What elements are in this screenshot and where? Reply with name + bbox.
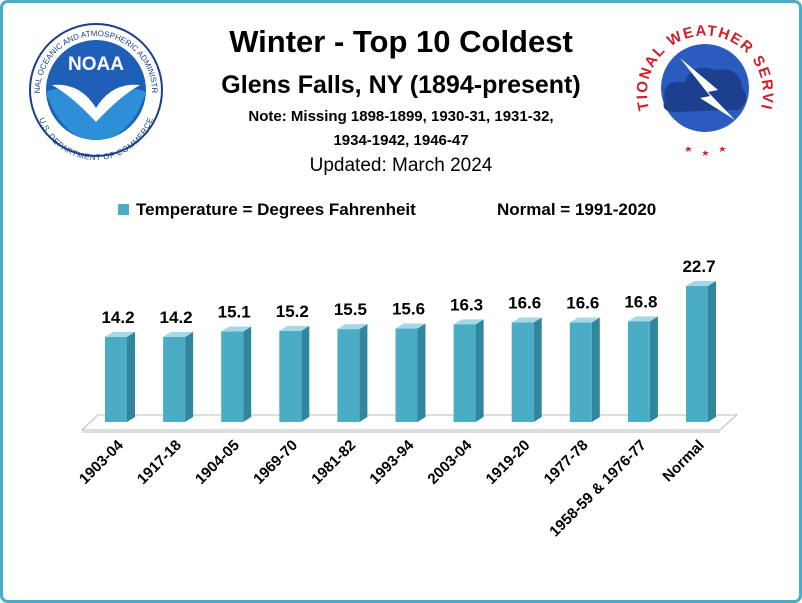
bar-front <box>163 336 186 422</box>
bar-top <box>163 331 194 337</box>
bar-side <box>591 317 600 422</box>
bar-side <box>649 316 658 422</box>
bar-front <box>221 331 244 422</box>
chart-subtitle: Glens Falls, NY (1894-present) <box>221 71 580 99</box>
bar <box>279 325 310 422</box>
bar-front <box>279 330 302 422</box>
bar-side <box>708 281 716 422</box>
bar-front <box>569 322 592 422</box>
bar-front <box>453 324 476 422</box>
bar <box>221 326 252 422</box>
bar-top <box>627 316 658 322</box>
bar-side <box>301 325 310 422</box>
bar-side <box>243 326 252 422</box>
bar-top <box>453 319 484 325</box>
bar <box>627 316 658 422</box>
bar-side <box>533 317 542 422</box>
bar-top <box>569 317 600 323</box>
value-label: 16.6 <box>566 294 599 313</box>
value-label: 16.6 <box>508 294 541 313</box>
noaa-logo: NATIONAL OCEANIC AND ATMOSPHERIC ADMINIS… <box>0 0 163 162</box>
value-label: 16.3 <box>450 295 483 314</box>
note: Note: Missing 1898-1899, 1930-31, 1931-3… <box>248 108 553 125</box>
logo-text: NOAA <box>68 54 124 75</box>
bar <box>686 281 716 422</box>
bar-top <box>221 326 252 332</box>
bar-top <box>511 317 542 323</box>
value-label: 14.2 <box>101 308 134 327</box>
bar <box>395 323 426 422</box>
bar-top <box>105 331 135 337</box>
bar-front <box>627 321 650 422</box>
bar-top <box>395 323 426 329</box>
bar-front <box>105 336 127 422</box>
value-label: 15.1 <box>218 303 251 322</box>
bar-top <box>337 324 368 330</box>
bar <box>569 317 600 422</box>
bar-front <box>337 329 360 422</box>
bar <box>337 324 368 422</box>
floor-edge <box>82 430 720 433</box>
bar-side <box>185 331 194 422</box>
bar <box>105 331 135 422</box>
legend-label: Temperature = Degrees Fahrenheit <box>136 200 416 219</box>
bar-side <box>127 331 135 422</box>
bar-top <box>686 281 716 286</box>
bar <box>163 331 194 422</box>
bar-side <box>417 323 426 422</box>
bar-front <box>686 286 708 422</box>
value-label: 16.8 <box>624 292 657 311</box>
legend-swatch <box>118 204 129 215</box>
bar <box>453 319 484 422</box>
value-label: 22.7 <box>682 257 715 276</box>
bar-side <box>359 324 368 422</box>
updated: Updated: March 2024 <box>310 155 493 176</box>
value-label: 15.2 <box>276 302 309 321</box>
value-label: 14.2 <box>160 308 193 327</box>
bar-front <box>511 322 534 422</box>
value-label: 15.6 <box>392 300 425 319</box>
annotation: Normal = 1991-2020 <box>497 200 656 219</box>
bar-side <box>475 319 484 422</box>
value-label: 15.5 <box>334 300 367 319</box>
bar-top <box>279 325 310 331</box>
bar-front <box>395 328 418 422</box>
chart-title: Winter - Top 10 Coldest <box>229 24 573 59</box>
note: 1934-1942, 1946-47 <box>333 132 468 149</box>
bar <box>511 317 542 422</box>
